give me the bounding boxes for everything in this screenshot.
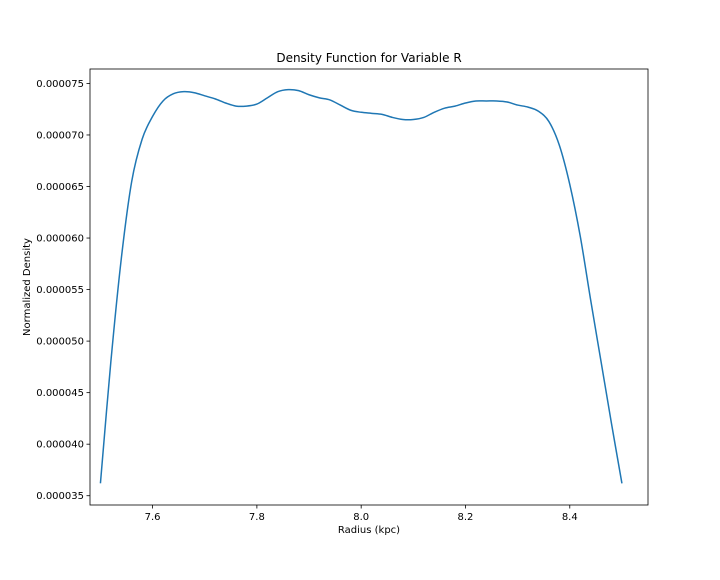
y-axis-label: Normalized Density [22, 238, 33, 336]
y-tick-label: 0.000040 [36, 440, 84, 451]
x-tick-label: 7.6 [145, 512, 161, 523]
chart-title: Density Function for Variable R [276, 51, 461, 65]
y-tick-label: 0.000070 [36, 130, 84, 141]
y-tick-label: 0.000055 [36, 285, 84, 296]
y-tick-label: 0.000075 [36, 79, 84, 90]
series-line-density [99, 88, 623, 484]
x-tick-label: 8.2 [458, 512, 474, 523]
y-axis-ticks: 0.000035 0.000040 0.000045 0.000050 0.000055… [36, 79, 90, 502]
y-tick-label: 0.000065 [36, 182, 84, 193]
y-tick-label: 0.000045 [36, 388, 84, 399]
y-tick-label: 0.000050 [36, 337, 84, 348]
y-tick-label: 0.000060 [36, 234, 84, 245]
x-tick-label: 8.4 [562, 512, 578, 523]
y-tick-label: 0.000035 [36, 491, 84, 502]
x-axis-label: Radius (kpc) [338, 525, 400, 536]
plot-area [90, 69, 648, 505]
x-tick-label: 7.8 [249, 512, 265, 523]
plot-frame [89, 68, 649, 506]
x-tick-label: 8.0 [353, 512, 369, 523]
x-axis-ticks: 7.6 7.8 8.0 8.2 8.4 [145, 505, 578, 523]
